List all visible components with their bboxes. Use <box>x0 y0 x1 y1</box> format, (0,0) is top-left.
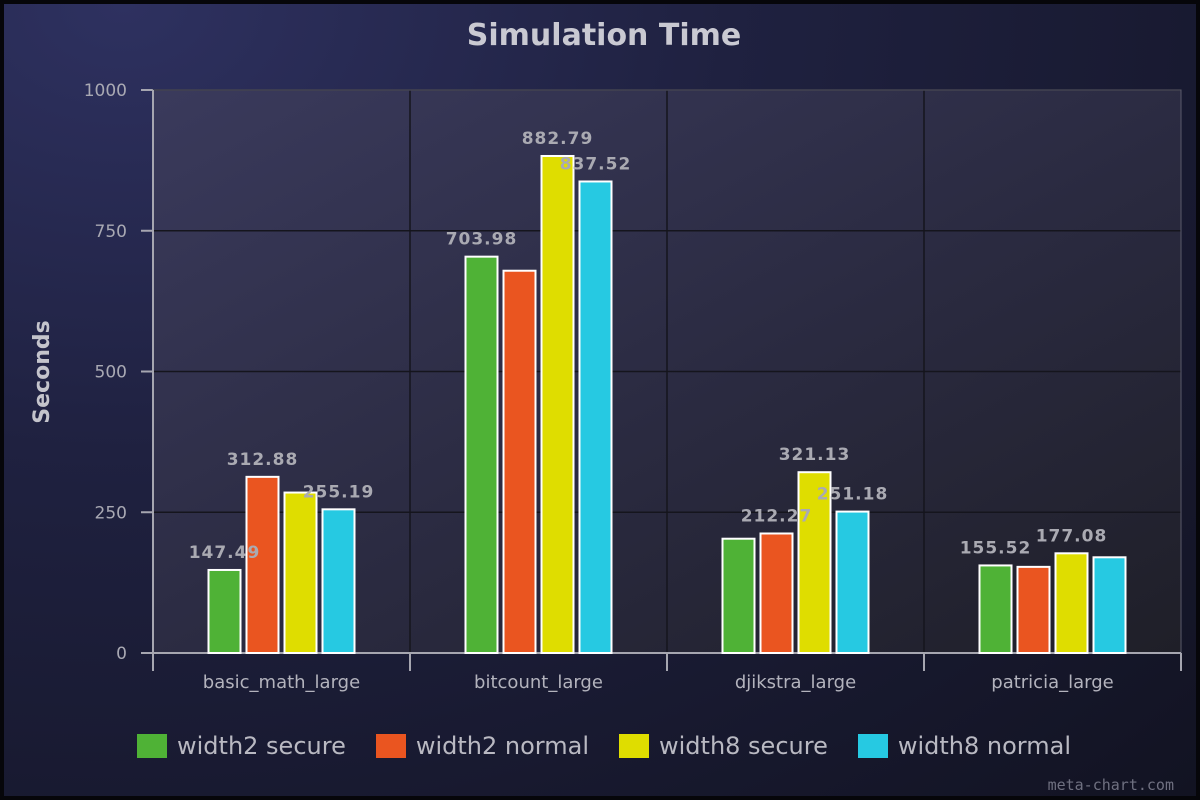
bar <box>759 532 794 655</box>
data-label: 837.52 <box>560 154 632 174</box>
data-label: 147.49 <box>189 543 261 563</box>
bar <box>1054 552 1089 654</box>
legend: width2 secure width2 normal width8 secure w… <box>4 732 1196 760</box>
legend-label: width2 normal <box>415 732 589 760</box>
bar <box>245 475 280 655</box>
data-label: 251.18 <box>817 485 889 505</box>
bar <box>578 180 613 655</box>
legend-swatch <box>619 734 649 758</box>
x-tick-label: basic_math_large <box>203 672 360 693</box>
bar <box>502 269 537 654</box>
chart-title: Simulation Time <box>466 18 742 53</box>
legend-label: width8 normal <box>897 732 1071 760</box>
y-tick-label: 1000 <box>84 81 127 101</box>
y-tick-label: 250 <box>95 503 127 523</box>
data-label: 312.88 <box>227 450 299 470</box>
bar <box>797 471 832 654</box>
y-tick-label: 750 <box>95 222 127 242</box>
legend-swatch <box>137 734 167 758</box>
axes: 0 250 500 750 1000 basic_math_large bitcount_l… <box>84 81 1182 693</box>
x-tick-label: bitcount_large <box>474 672 603 693</box>
legend-swatch <box>375 734 406 758</box>
bar <box>1016 565 1051 655</box>
legend-item[interactable]: width2 normal <box>375 732 589 760</box>
legend-item[interactable]: width8 normal <box>857 732 1071 760</box>
bar <box>1092 556 1127 654</box>
legend-item[interactable]: width2 secure <box>137 732 346 760</box>
data-label: 255.19 <box>303 482 375 502</box>
data-label: 703.98 <box>446 230 518 250</box>
legend-label: width2 secure <box>177 732 346 760</box>
data-label: 882.79 <box>522 129 594 149</box>
legend-item[interactable]: width8 secure <box>619 732 828 760</box>
x-tick-label: djikstra_large <box>735 672 856 693</box>
y-tick-label: 500 <box>95 363 127 383</box>
x-tick-label: patricia_large <box>991 672 1113 693</box>
chart-svg: 0 250 500 750 1000 basic_math_large bitcount_l… <box>30 81 1182 693</box>
bar <box>321 508 356 654</box>
bar <box>835 510 870 654</box>
bar <box>721 537 756 654</box>
legend-swatch <box>857 734 888 758</box>
bars <box>207 154 1127 655</box>
data-label: 155.52 <box>960 538 1032 558</box>
y-axis-title: Seconds <box>30 320 55 423</box>
data-label: 177.08 <box>1036 526 1108 546</box>
bar <box>978 564 1013 655</box>
y-tick-label: 0 <box>116 644 127 664</box>
credit-watermark: meta-chart.com <box>1047 776 1174 794</box>
data-label: 321.13 <box>779 445 851 465</box>
legend-label: width8 secure <box>659 732 828 760</box>
bar <box>283 491 318 655</box>
bar <box>464 255 499 654</box>
data-label: 212.27 <box>741 506 813 526</box>
bar <box>540 154 575 654</box>
bar <box>207 568 242 655</box>
data-labels: 147.49 703.98 155.52 312.88 212.27 882.79 321.… <box>189 129 1108 563</box>
